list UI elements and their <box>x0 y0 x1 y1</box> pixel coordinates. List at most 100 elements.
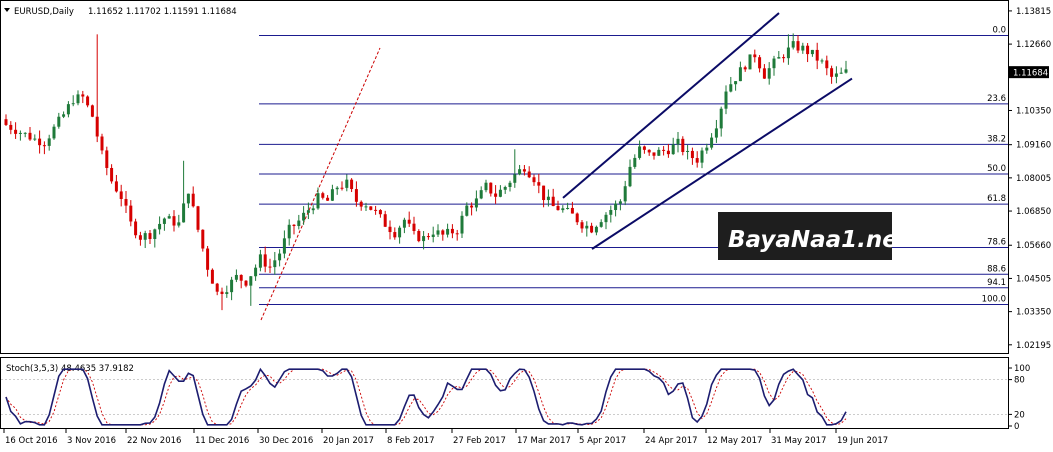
date-tick-label: 17 Mar 2017 <box>517 436 571 446</box>
candle-body <box>369 206 373 210</box>
candle-body <box>470 205 474 208</box>
candle-body <box>527 171 531 178</box>
candle-body <box>738 67 742 82</box>
candle-body <box>95 116 99 137</box>
date-tick-label: 16 Oct 2016 <box>5 436 58 446</box>
candle-body <box>834 73 838 77</box>
stoch-signal-line <box>5 368 847 426</box>
candle-body <box>393 232 397 238</box>
candle-body <box>364 206 368 208</box>
fib-level-label: 23.6 <box>987 94 1006 104</box>
candle-body <box>119 191 123 199</box>
candle-body <box>729 84 733 92</box>
candle-body <box>806 45 810 55</box>
candle-body <box>695 158 699 163</box>
date-tick-label: 11 Dec 2016 <box>195 436 249 446</box>
candle-body <box>551 196 555 207</box>
candle-body <box>537 182 541 186</box>
candle-body <box>282 238 286 254</box>
candle-body <box>676 138 680 145</box>
channel-lower-line[interactable] <box>591 77 853 250</box>
date-tick-label: 30 Dec 2016 <box>259 436 313 446</box>
candle-body <box>748 54 752 70</box>
candle-body <box>278 253 282 261</box>
price-tick-label: 1.02195 <box>1016 341 1051 351</box>
date-tick-label: 22 Nov 2016 <box>127 436 181 446</box>
date-tick-label: 5 Apr 2017 <box>579 436 626 446</box>
candle-body <box>345 179 349 188</box>
candle-body <box>335 187 339 190</box>
candle-body <box>815 49 819 61</box>
candle-body <box>412 223 416 231</box>
date-tick-label: 31 May 2017 <box>771 436 826 446</box>
candle-body <box>513 174 517 183</box>
candle-body <box>839 72 843 74</box>
candle-body <box>129 205 133 222</box>
candle-body <box>796 41 800 51</box>
candle-body <box>81 94 85 97</box>
candle-body <box>671 144 675 155</box>
candle-body <box>215 283 219 292</box>
candle-body <box>417 230 421 242</box>
fib-level-label: 78.6 <box>987 238 1006 248</box>
stoch-tick-label: 100 <box>1014 364 1030 374</box>
date-tick-label: 8 Feb 2017 <box>387 436 435 446</box>
price-panel <box>0 0 1009 354</box>
candle-body <box>705 147 709 151</box>
candle-body <box>105 150 109 168</box>
candle-body <box>556 206 560 211</box>
candle-body <box>489 182 493 194</box>
fib-level-label: 38.2 <box>987 134 1006 144</box>
price-axis: 1.13815 1.12660 1.10350 1.09160 1.08005 1.068… <box>1008 7 1051 351</box>
candle-body <box>4 119 8 125</box>
candle-body <box>758 57 762 69</box>
candle-body <box>566 207 570 209</box>
candle-body <box>71 103 75 105</box>
ohlc-label: 1.11652 1.11702 1.11591 1.11684 <box>88 7 237 17</box>
candle-body <box>287 224 291 239</box>
candle-body <box>14 129 18 134</box>
candle-body <box>201 229 205 249</box>
fib-level-label: 88.6 <box>987 264 1006 274</box>
candle-body <box>494 193 498 197</box>
fib-level-label: 61.8 <box>987 194 1006 204</box>
candle-body <box>297 220 301 227</box>
chart-collapse-icon[interactable] <box>4 8 10 12</box>
candle-body <box>546 196 550 201</box>
candle-body <box>326 197 330 201</box>
candle-body <box>110 167 114 182</box>
candle-body <box>782 57 786 59</box>
price-tick-label: 1.05660 <box>1016 241 1051 251</box>
candle-body <box>662 149 666 151</box>
candle-body <box>47 138 51 146</box>
channel-upper-line[interactable] <box>562 12 780 199</box>
price-tick-label: 1.03350 <box>1016 308 1051 318</box>
candle-body <box>724 91 728 109</box>
candle-body <box>359 201 363 207</box>
price-channel[interactable] <box>562 12 853 250</box>
candle-body <box>28 132 32 140</box>
candle-body <box>508 182 512 188</box>
candle-body <box>465 205 469 216</box>
candle-body <box>206 248 210 270</box>
candle-body <box>532 177 536 183</box>
candle-body <box>652 152 656 156</box>
candle-body <box>258 254 262 268</box>
fib-trend-line[interactable] <box>260 47 381 321</box>
stoch-tick-label: 80 <box>1014 376 1025 386</box>
candle-body <box>498 189 502 197</box>
date-tick-label: 3 Nov 2016 <box>67 436 116 446</box>
candle-body <box>66 104 70 115</box>
candle-body <box>455 233 459 235</box>
candle-body <box>234 274 238 280</box>
current-price-label: 1.11684 <box>1013 69 1048 79</box>
candle-body <box>753 54 757 58</box>
candle-body <box>666 150 670 155</box>
date-tick-label: 24 Apr 2017 <box>645 436 698 446</box>
candle-body <box>474 198 478 208</box>
candle-body <box>441 230 445 235</box>
candle-body <box>244 280 248 286</box>
price-tick-label: 1.12660 <box>1016 40 1051 50</box>
candle-body <box>114 181 118 192</box>
candle-body <box>642 146 646 150</box>
